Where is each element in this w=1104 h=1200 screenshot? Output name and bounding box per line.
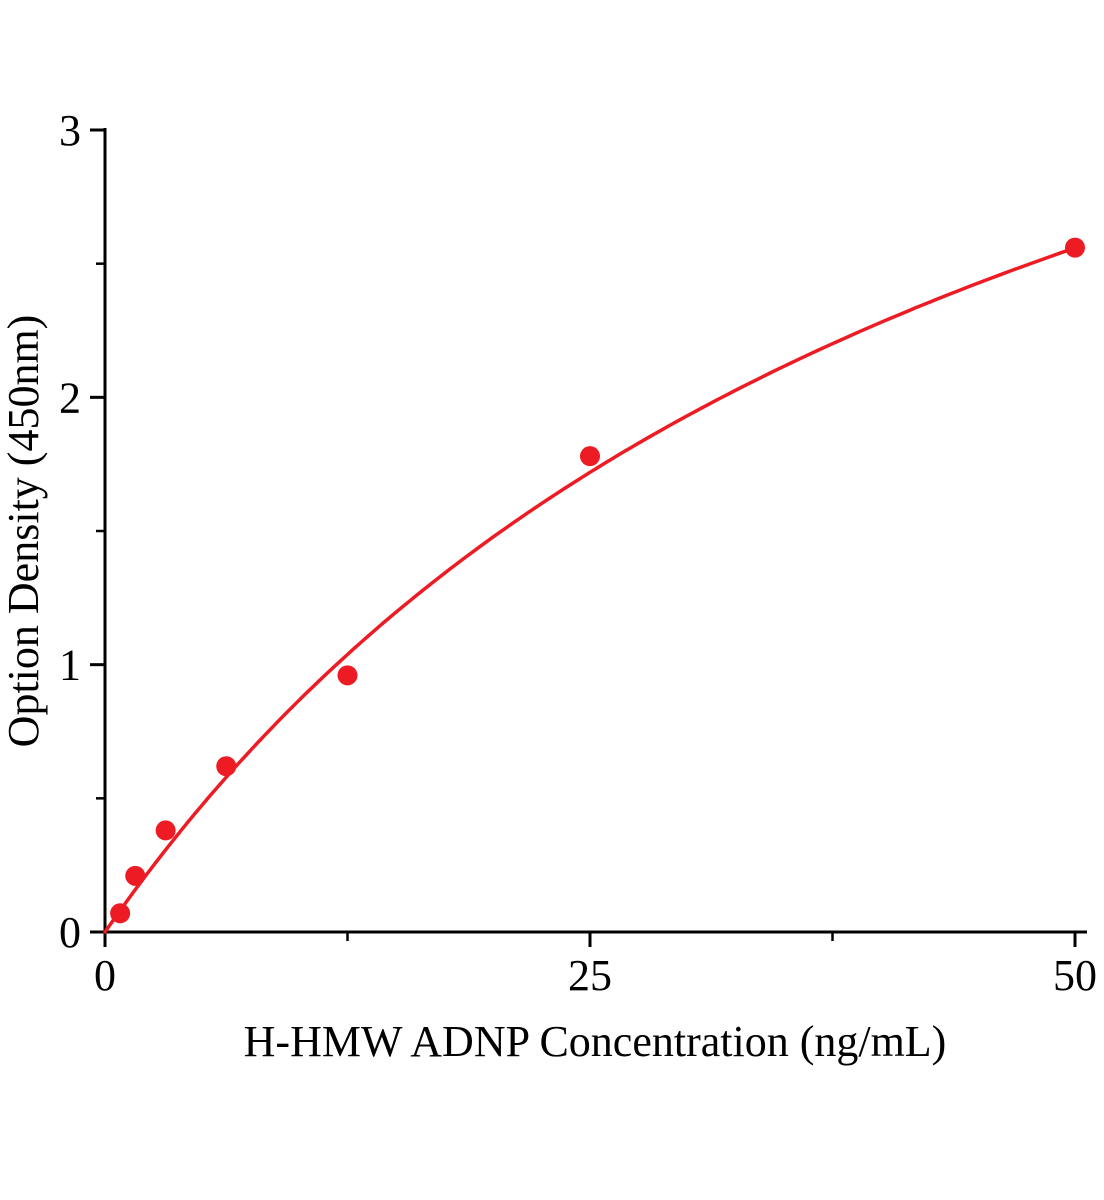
data-point xyxy=(125,865,146,886)
data-point xyxy=(580,446,600,467)
y-tick-label: 0 xyxy=(59,908,81,957)
y-axis-title: Option Density (450nm) xyxy=(0,315,48,748)
y-tick-label: 1 xyxy=(59,641,81,690)
data-point xyxy=(1065,237,1085,258)
data-point xyxy=(155,820,176,841)
x-tick-label: 25 xyxy=(568,951,612,1000)
x-tick-label: 50 xyxy=(1053,951,1097,1000)
data-point xyxy=(110,903,131,924)
x-axis-title: H-HMW ADNP Concentration (ng/mL) xyxy=(244,1017,947,1066)
y-tick-label: 3 xyxy=(59,106,81,155)
data-point xyxy=(216,756,237,777)
x-tick-label: 0 xyxy=(94,951,116,1000)
plot-layer: 0 25 50 0 1 2 3 xyxy=(59,106,1097,1000)
y-tick-label: 2 xyxy=(59,373,81,422)
data-point xyxy=(337,665,358,686)
fit-curve xyxy=(103,246,1077,934)
